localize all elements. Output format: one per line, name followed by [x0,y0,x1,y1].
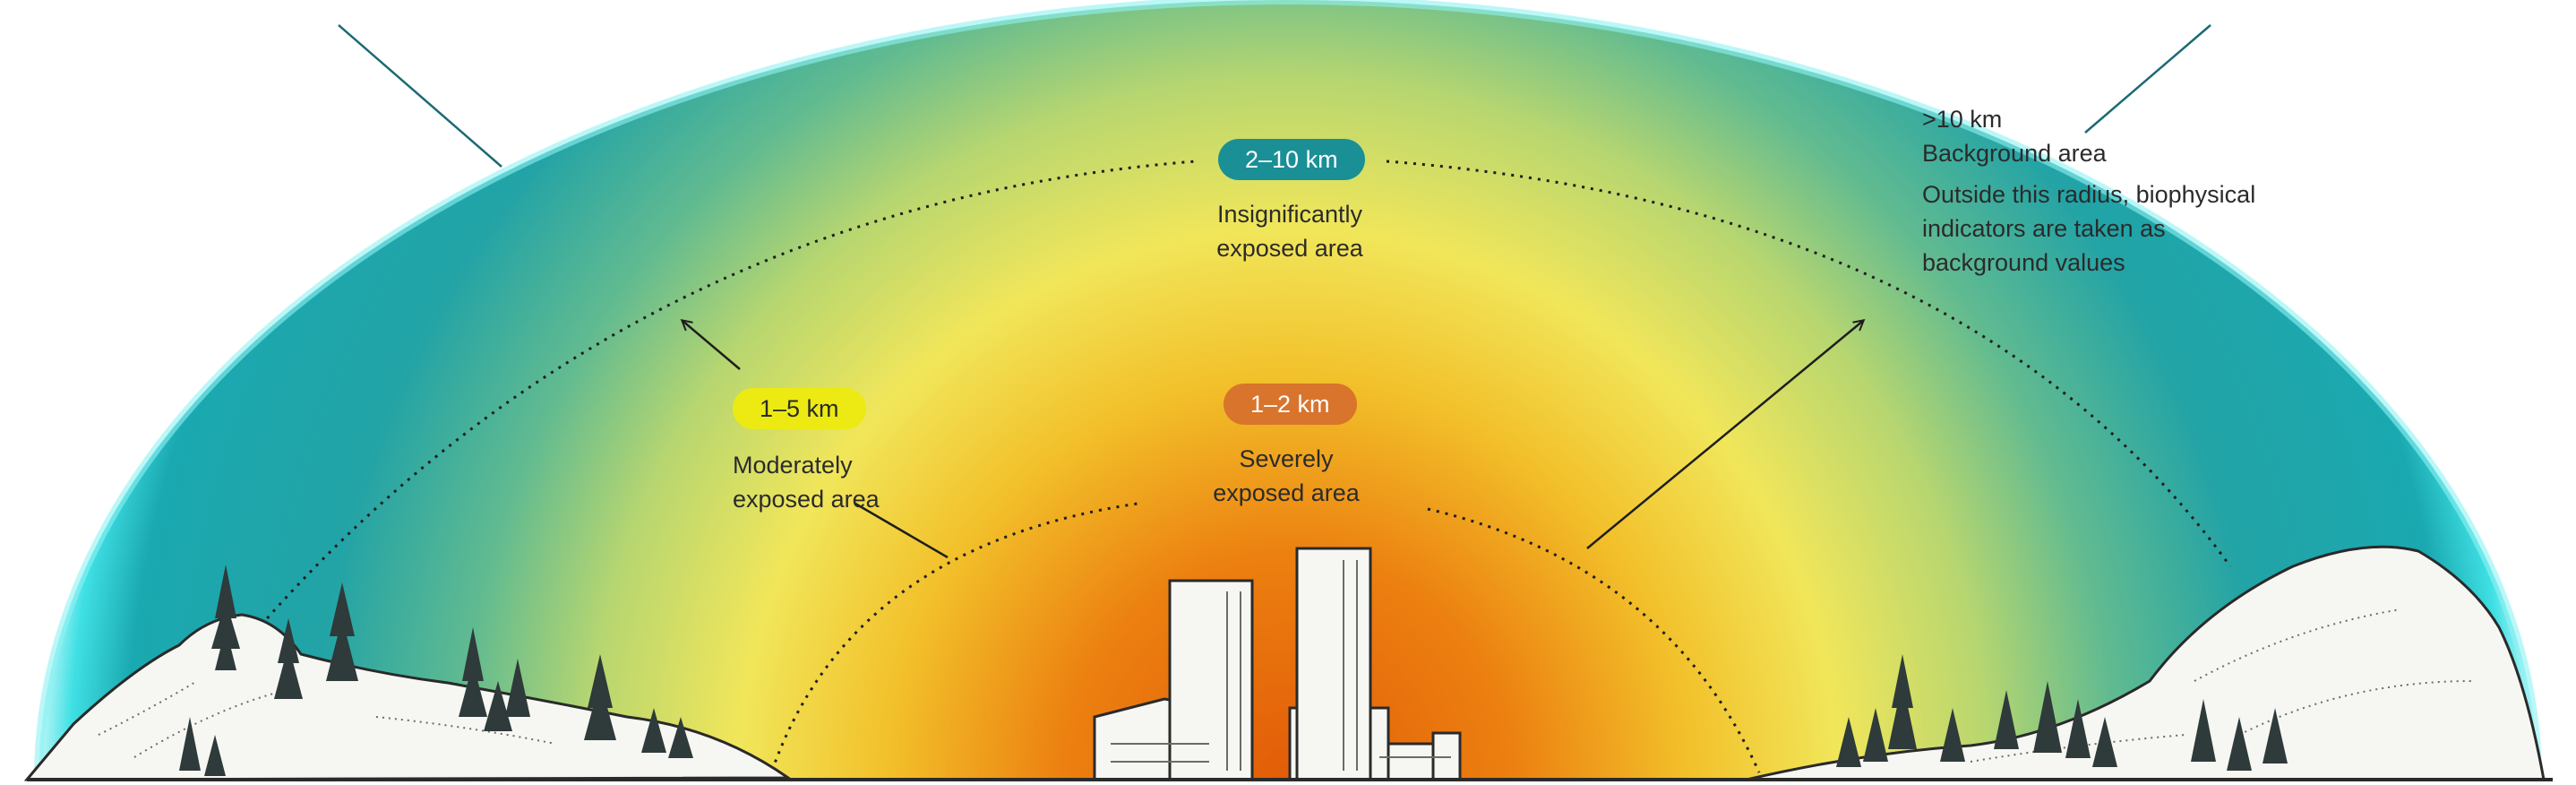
severe-zone-distance-badge: 1–2 km [1224,384,1357,425]
background-area-text-line2: indicators are taken as [1922,215,2166,242]
trees-left [179,565,693,776]
background-pointer-line [338,24,502,168]
moderate-leader-line [854,502,949,559]
moderate-zone-label-line2: exposed area [733,486,880,513]
moderate-arrow [683,321,741,370]
moderate-zone-label: Moderately exposed area [733,448,1019,516]
background-area-text-line3: background values [1922,249,2125,276]
background-area-text-line1: Outside this radius, biophysical [1922,181,2256,208]
severe-zone-boundary [770,502,1138,772]
background-area-note: >10 km Background area Outside this radi… [1922,102,2334,280]
insignificant-zone-label-line1: Insignificantly [1216,201,1363,228]
dome-edge-glow [34,0,2542,781]
severe-zone-label-line1: Severely [1239,445,1334,472]
mine-buildings [1093,547,1462,781]
severe-zone-label-line2: exposed area [1213,479,1360,506]
moderate-zone-label-line1: Moderately [733,452,853,479]
severe-zone-boundary-right [1427,507,1761,773]
insignificant-arrow [1586,321,1863,549]
moderate-zone-distance-badge: 1–5 km [733,388,866,429]
background-pointer-line-right [2084,24,2211,134]
background-area-title: Background area [1922,140,2107,167]
headframe-tower-right [1295,547,1372,781]
background-area-distance: >10 km [1922,106,2003,133]
severe-zone-label: Severely exposed area [1143,442,1430,510]
insignificant-zone-label-line2: exposed area [1216,235,1363,262]
trees-right [1836,654,2288,771]
insignificant-zone-distance-badge: 2–10 km [1218,139,1365,180]
headframe-tower-left [1168,579,1254,781]
moderate-zone-boundary [253,160,1197,633]
insignificant-zone-label: Insignificantly exposed area [1146,197,1433,265]
moderate-zone-boundary-right [1386,160,2232,567]
